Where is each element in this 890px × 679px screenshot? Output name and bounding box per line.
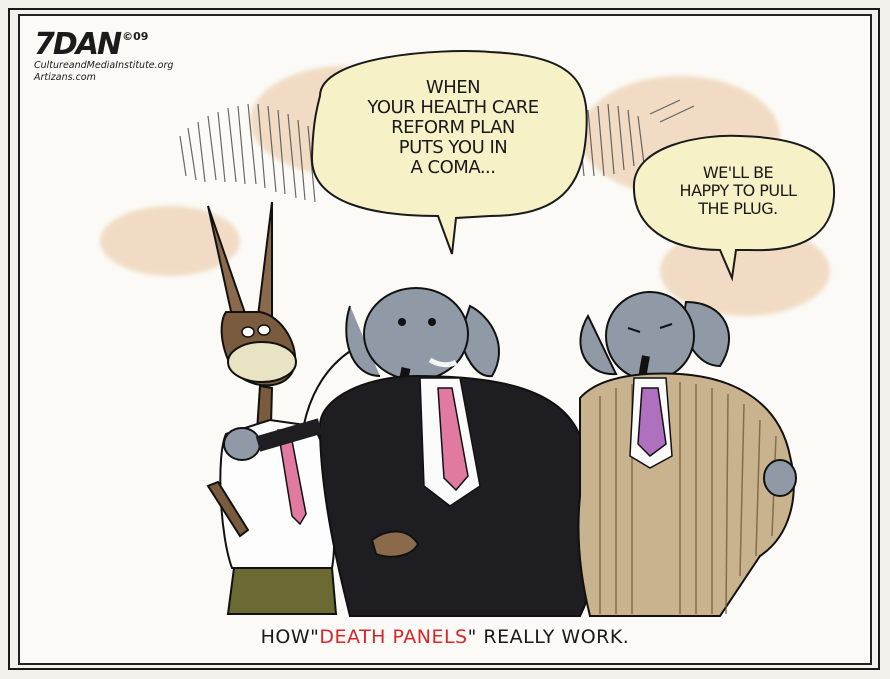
cartoon-panel: 7DAN ©09 CultureandMediaInstitute.org Art… <box>18 14 872 665</box>
artist-signature: 7DAN ©09 CultureandMediaInstitute.org Art… <box>34 30 224 84</box>
caption-suffix: " REALLY WORK. <box>467 626 630 648</box>
speech-bubble-left <box>310 50 588 255</box>
bubble-line: WHEN <box>425 77 481 98</box>
bubble-line: REFORM PLAN <box>391 117 515 138</box>
signature-site-2: Artizans.com <box>34 72 96 83</box>
donkey-figure <box>206 201 338 615</box>
caption-prefix: HOW" <box>260 626 320 648</box>
bubble-line: A COMA... <box>410 157 496 178</box>
bubble-line: WE'LL BE <box>702 163 774 182</box>
bubble-line: YOUR HEALTH CARE <box>367 97 539 118</box>
speech-bubble-right <box>632 134 836 282</box>
caption-highlight: DEATH PANELS <box>319 626 468 648</box>
cartoon-caption: HOW"DEATH PANELS" REALLY WORK. <box>20 626 870 648</box>
bubble-line: PUTS YOU IN <box>398 137 508 158</box>
bubble-line: HAPPY TO PULL <box>679 181 797 200</box>
speech-bubble-right-text: WE'LL BE HAPPY TO PULL THE PLUG. <box>648 164 828 218</box>
elephant-right-figure <box>577 291 797 617</box>
elephant-center-figure <box>223 287 600 617</box>
signature-site: CultureandMediaInstitute.org <box>34 60 174 71</box>
artist-name: 7DAN <box>34 27 122 62</box>
signature-year: ©09 <box>122 30 149 43</box>
speech-bubble-left-text: WHEN YOUR HEALTH CARE REFORM PLAN PUTS Y… <box>338 78 568 178</box>
bubble-line: THE PLUG. <box>698 199 778 218</box>
characters-illustration <box>206 201 797 617</box>
